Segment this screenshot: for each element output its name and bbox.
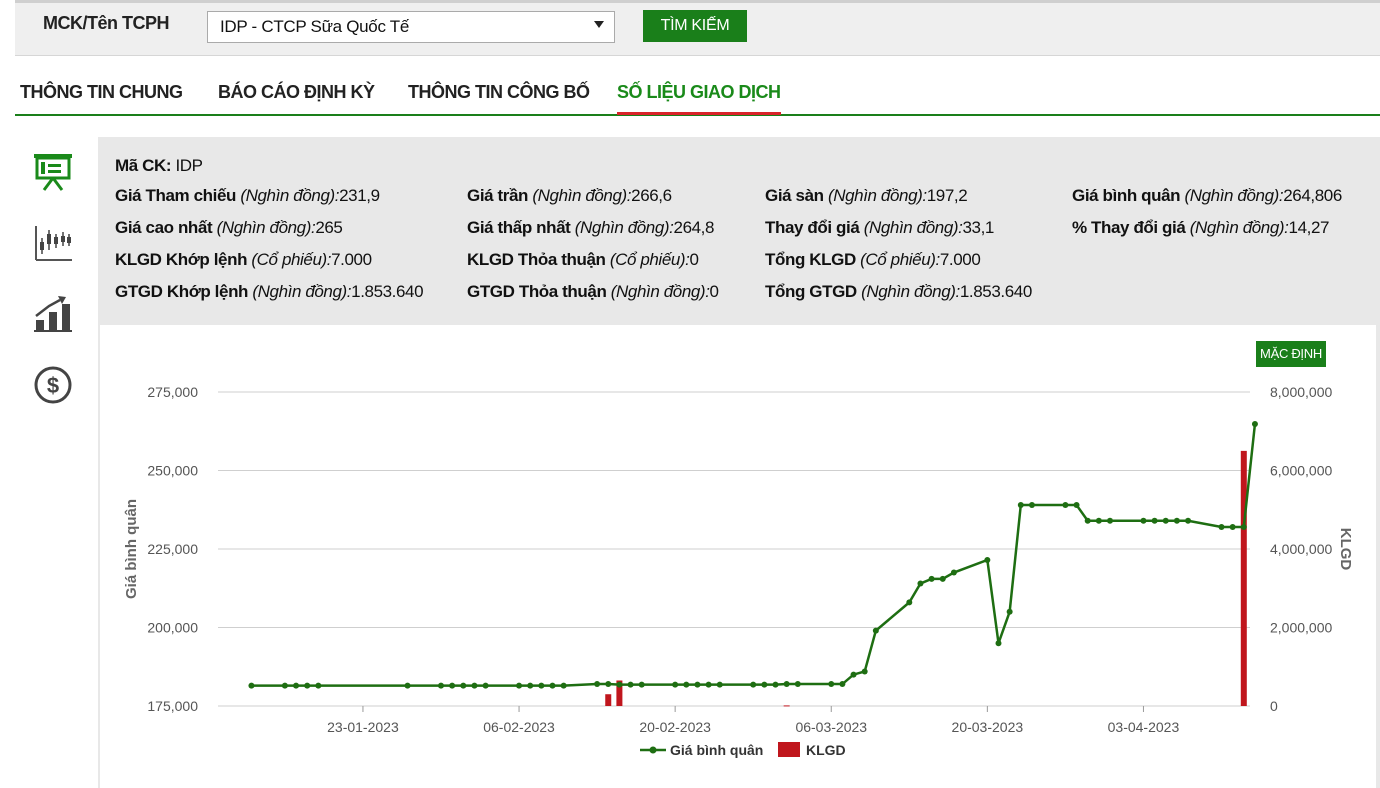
info-field-value: 265 <box>315 218 343 237</box>
info-field-label: Giá cao nhất <box>115 218 213 237</box>
info-field-label: GTGD Thỏa thuận <box>467 282 607 301</box>
info-field-label: Giá Tham chiếu <box>115 186 236 205</box>
info-field-value: 264,8 <box>673 218 715 237</box>
ticker-code-value: IDP <box>175 156 203 175</box>
info-field: Giá sàn (Nghìn đồng):197,2 <box>765 186 968 206</box>
info-field-unit: (Cổ phiếu): <box>609 250 690 269</box>
info-field-label: % Thay đổi giá <box>1072 218 1186 237</box>
main-tabs: THÔNG TIN CHUNG BÁO CÁO ĐỊNH KỲ THÔNG TI… <box>15 76 1380 116</box>
info-field-value: 1.853.640 <box>351 282 424 301</box>
search-button[interactable]: TÌM KIẾM <box>643 10 747 42</box>
ticker-code-label: Mã CK: <box>115 156 172 175</box>
info-field: Giá thấp nhất (Nghìn đồng):264,8 <box>467 218 714 238</box>
info-field-unit: (Nghìn đồng): <box>532 186 632 205</box>
info-field-unit: (Nghìn đồng): <box>1184 186 1284 205</box>
info-field: Tổng KLGD (Cổ phiếu):7.000 <box>765 250 981 270</box>
info-field: % Thay đổi giá (Nghìn đồng):14,27 <box>1072 218 1329 238</box>
info-field-value: 264,806 <box>1283 186 1342 205</box>
info-field-unit: (Nghìn đồng): <box>1189 218 1289 237</box>
info-field-unit: (Cổ phiếu): <box>860 250 940 269</box>
info-field-value: 7.000 <box>939 250 981 269</box>
info-field: Thay đổi giá (Nghìn đồng):33,1 <box>765 218 994 238</box>
tab-general-info[interactable]: THÔNG TIN CHUNG <box>20 82 183 102</box>
info-field-value: 0 <box>709 282 719 301</box>
info-field: Giá bình quân (Nghìn đồng):264,806 <box>1072 186 1342 206</box>
company-select-value: IDP - CTCP Sữa Quốc Tế <box>220 17 410 36</box>
info-field-value: 0 <box>689 250 699 269</box>
info-field: Giá cao nhất (Nghìn đồng):265 <box>115 218 343 238</box>
info-field-unit: (Nghìn đồng): <box>240 186 340 205</box>
info-field-value: 14,27 <box>1288 218 1330 237</box>
info-field-label: KLGD Thỏa thuận <box>467 250 606 269</box>
info-field-label: Giá thấp nhất <box>467 218 571 237</box>
info-field-unit: (Cổ phiếu): <box>251 250 332 269</box>
info-field-value: 231,9 <box>339 186 380 205</box>
chart-container <box>100 325 1376 788</box>
info-field: GTGD Khớp lệnh (Nghìn đồng):1.853.640 <box>115 282 424 302</box>
info-field-value: 1.853.640 <box>959 282 1032 301</box>
svg-text:$: $ <box>47 373 59 398</box>
ticker-code: Mã CK: IDP <box>115 156 203 176</box>
tab-periodic-reports[interactable]: BÁO CÁO ĐỊNH KỲ <box>218 82 375 102</box>
search-label: MCK/Tên TCPH <box>43 13 170 33</box>
info-field-value: 7.000 <box>331 250 372 269</box>
info-field-unit: (Nghìn đồng): <box>861 282 960 301</box>
bar-growth-chart-icon[interactable] <box>32 292 74 334</box>
search-bar: MCK/Tên TCPH IDP - CTCP Sữa Quốc Tế TÌM … <box>15 0 1380 56</box>
info-field: KLGD Thỏa thuận (Cổ phiếu):0 <box>467 250 699 270</box>
info-field-label: KLGD Khớp lệnh <box>115 250 248 269</box>
company-select[interactable]: IDP - CTCP Sữa Quốc Tế <box>207 11 615 43</box>
dollar-coin-icon[interactable]: $ <box>32 364 74 406</box>
info-field: GTGD Thỏa thuận (Nghìn đồng):0 <box>467 282 719 302</box>
info-field-label: Tổng KLGD <box>765 250 856 269</box>
info-field-unit: (Nghìn đồng): <box>574 218 674 237</box>
info-field: Giá trần (Nghìn đồng):266,6 <box>467 186 672 206</box>
info-field-unit: (Nghìn đồng): <box>863 218 963 237</box>
info-field-label: GTGD Khớp lệnh <box>115 282 249 301</box>
tab-disclosures[interactable]: THÔNG TIN CÔNG BỐ <box>408 82 590 102</box>
info-field-unit: (Nghìn đồng): <box>610 282 710 301</box>
info-field: Tổng GTGD (Nghìn đồng):1.853.640 <box>765 282 1032 302</box>
info-field: KLGD Khớp lệnh (Cổ phiếu):7.000 <box>115 250 372 270</box>
dropdown-arrow-icon <box>594 21 604 28</box>
info-field-label: Tổng GTGD <box>765 282 857 301</box>
info-field-unit: (Nghìn đồng): <box>216 218 316 237</box>
info-field-label: Thay đổi giá <box>765 218 860 237</box>
default-view-button[interactable]: MẶC ĐỊNH <box>1256 341 1326 367</box>
candlestick-chart-icon[interactable] <box>32 222 74 264</box>
info-field: Giá Tham chiếu (Nghìn đồng):231,9 <box>115 186 380 206</box>
info-field-value: 33,1 <box>962 218 994 237</box>
info-field-unit: (Nghìn đồng): <box>252 282 352 301</box>
info-field-value: 197,2 <box>926 186 968 205</box>
info-field-unit: (Nghìn đồng): <box>827 186 927 205</box>
info-field-label: Giá trần <box>467 186 529 205</box>
info-field-label: Giá sàn <box>765 186 824 205</box>
info-field-value: 266,6 <box>631 186 672 205</box>
presentation-board-icon[interactable] <box>32 150 74 192</box>
info-field-label: Giá bình quân <box>1072 186 1181 205</box>
tab-trading-data[interactable]: SỐ LIỆU GIAO DỊCH <box>617 82 781 115</box>
